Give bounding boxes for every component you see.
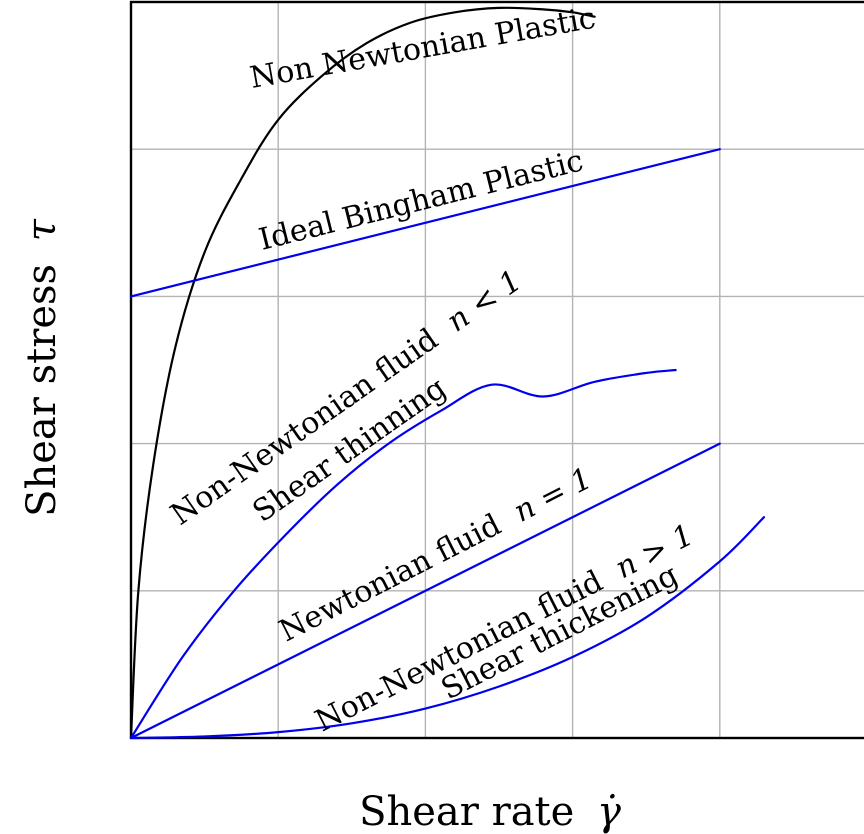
- label-ideal-bingham: Ideal Bingham Plastic: [255, 143, 586, 257]
- series-group: [129, 6, 766, 740]
- label-shear-thinning-math: n < 1: [440, 263, 528, 339]
- y-axis-title: Shear stress τ: [19, 218, 65, 517]
- series-line-5: [129, 516, 766, 740]
- label-shear-thinning-line1: Non-Newtonian fluid n < 1: [165, 263, 529, 532]
- grid: [131, 2, 864, 738]
- x-axis-title: Shear rate γ̇: [359, 789, 621, 834]
- series-line-4: [129, 442, 721, 740]
- label-newtonian-math: n = 1: [508, 461, 598, 530]
- y-axis-title-text: Shear stress: [19, 264, 65, 517]
- axes-frame: [129, 0, 864, 740]
- x-axis-title-text: Shear rate: [359, 789, 574, 834]
- y-axis-title-symbol: τ: [19, 218, 65, 241]
- series-line-1: [129, 6, 596, 740]
- series-line-2: [129, 148, 721, 298]
- label-non-newtonian-plastic: Non Newtonian Plastic: [247, 1, 598, 96]
- plot-frame: [129, 0, 864, 740]
- x-axis-title-symbol: γ̇: [597, 789, 621, 834]
- series-line-3: [129, 368, 677, 740]
